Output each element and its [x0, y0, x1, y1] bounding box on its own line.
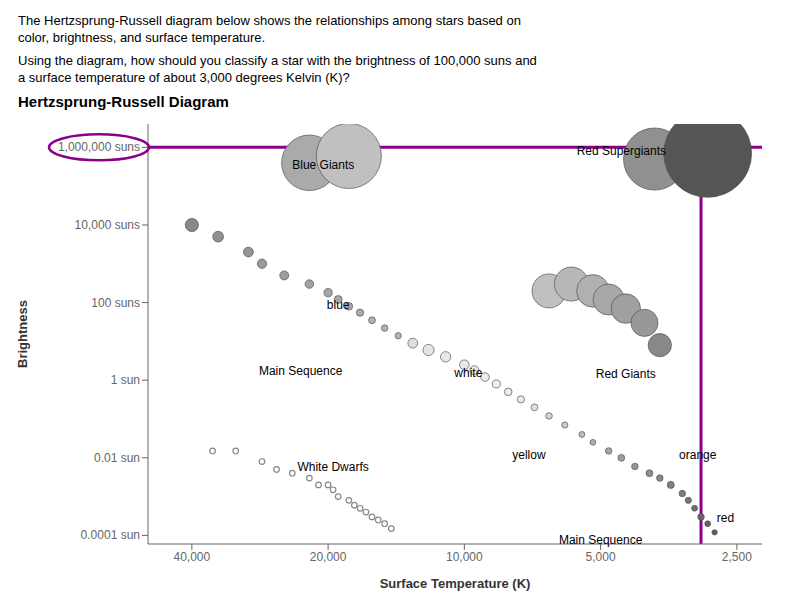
svg-text:Red Giants: Red Giants [596, 367, 656, 381]
svg-text:yellow: yellow [512, 448, 546, 462]
svg-text:White Dwarfs: White Dwarfs [297, 460, 368, 474]
svg-text:white: white [453, 366, 482, 380]
html-text:Hertzsprung-Russell Diagram: Hertzsprung-Russell Diagram [18, 93, 229, 110]
svg-text:40,000: 40,000 [174, 550, 211, 564]
svg-text:2,500: 2,500 [722, 550, 752, 564]
html-text:Using the diagram, how should: Using the diagram, how should you classi… [18, 53, 537, 68]
svg-text:Blue Giants: Blue Giants [292, 158, 354, 172]
svg-text:0.01 sun: 0.01 sun [94, 451, 140, 465]
svg-text:10,000: 10,000 [446, 550, 483, 564]
html-text:a surface temperature of about: a surface temperature of about 3,000 deg… [18, 70, 350, 85]
svg-text:1,000,000 suns: 1,000,000 suns [58, 140, 140, 154]
svg-text:Main Sequence: Main Sequence [559, 533, 643, 547]
svg-text:Surface Temperature (K): Surface Temperature (K) [380, 576, 531, 591]
svg-text:orange: orange [679, 448, 717, 462]
svg-text:100 suns: 100 suns [91, 296, 140, 310]
svg-text:10,000 suns: 10,000 suns [75, 218, 140, 232]
svg-text:blue: blue [327, 298, 350, 312]
svg-text:5,000: 5,000 [586, 550, 616, 564]
svg-text:20,000: 20,000 [310, 550, 347, 564]
svg-text:red: red [717, 511, 734, 525]
svg-text:Brightness: Brightness [15, 300, 30, 368]
html-text:color, brightness, and surface: color, brightness, and surface temperatu… [18, 30, 266, 45]
html-text:The Hertzsprung-Russell diagra: The Hertzsprung-Russell diagram below sh… [18, 13, 521, 28]
svg-text:1 sun: 1 sun [111, 373, 140, 387]
svg-text:Red Supergiants: Red Supergiants [577, 144, 666, 158]
svg-text:Main Sequence: Main Sequence [259, 364, 343, 378]
svg-text:0.0001 sun: 0.0001 sun [81, 528, 140, 542]
